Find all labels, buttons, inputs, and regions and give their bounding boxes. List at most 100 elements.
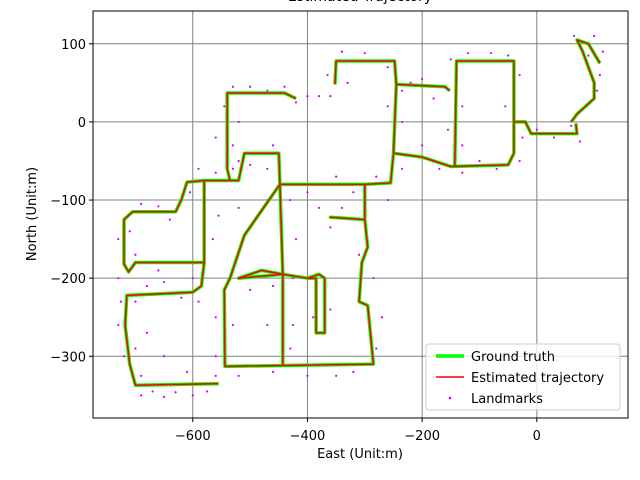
landmark-point: [206, 390, 209, 393]
landmark-point: [231, 323, 235, 327]
landmark-point: [461, 144, 464, 147]
landmark-point: [335, 374, 338, 377]
landmark-point: [266, 89, 269, 92]
landmark-point: [352, 370, 355, 374]
landmark-point: [214, 316, 217, 319]
landmark-point: [598, 73, 602, 77]
landmark-point: [191, 277, 194, 280]
landmark-point: [375, 175, 378, 178]
landmark-point: [191, 394, 194, 397]
landmark-point: [340, 50, 343, 53]
landmark-point: [572, 34, 576, 38]
landmark-point: [249, 288, 252, 291]
landmark-point: [504, 105, 507, 108]
landmark-point: [386, 198, 389, 202]
landmark-point: [157, 269, 160, 272]
landmark-point: [587, 54, 590, 57]
landmark-point: [117, 238, 120, 241]
landmark-point: [518, 159, 521, 163]
landmark-point: [289, 198, 292, 202]
landmark-point: [185, 370, 189, 374]
legend-label: Ground truth: [471, 350, 555, 365]
landmark-point: [449, 58, 452, 61]
landmark-point: [294, 101, 298, 104]
landmark-point: [231, 144, 235, 147]
x-axis-label: East (Unit:m): [317, 447, 403, 462]
landmark-point: [317, 95, 321, 98]
landmark-point: [214, 171, 217, 174]
legend-box: [425, 343, 621, 411]
landmark-point: [461, 171, 464, 174]
x-tick-label: −200: [404, 429, 440, 444]
landmark-point: [214, 355, 217, 358]
landmark-point: [489, 52, 493, 55]
landmark-point: [163, 395, 166, 399]
landmark-point: [518, 73, 521, 77]
landmark-point: [292, 323, 295, 327]
landmark-point: [140, 374, 143, 377]
landmark-point: [601, 50, 604, 53]
landmark-point: [461, 105, 464, 108]
legend-marker: [448, 396, 452, 400]
landmark-point: [140, 394, 143, 397]
landmark-point: [306, 374, 309, 377]
landmark-point: [117, 277, 120, 280]
landmark-point: [326, 73, 329, 77]
landmark-point: [237, 159, 240, 163]
legend: Ground truth Estimated trajectory Landmark…: [425, 343, 621, 411]
landmark-point: [495, 167, 498, 170]
landmark-point: [271, 284, 275, 288]
landmark-point: [214, 136, 217, 139]
axes-frame: [92, 10, 629, 419]
landmark-point: [380, 316, 384, 319]
landmark-point: [122, 355, 126, 358]
landmark-point: [400, 167, 404, 170]
landmark-point: [249, 85, 252, 88]
landmark-point: [346, 81, 349, 84]
landmark-point: [151, 390, 154, 393]
landmark-point: [357, 253, 361, 256]
chart-title: Estimated Trajectory: [288, 0, 432, 5]
landmark-point: [249, 163, 252, 166]
landmark-point: [157, 205, 160, 208]
y-tick-label: 0: [78, 116, 86, 131]
landmark-point: [578, 140, 581, 143]
landmark-point: [593, 34, 596, 38]
x-tick-label: −600: [175, 429, 211, 444]
landmark-point: [466, 52, 470, 55]
landmark-point: [400, 89, 404, 92]
landmark-point: [237, 120, 240, 124]
landmark-point: [266, 167, 269, 170]
landmark-point: [237, 374, 240, 377]
landmark-point: [174, 391, 177, 394]
landmark-point: [386, 66, 389, 69]
landmark-point: [223, 105, 226, 108]
landmark-point: [237, 206, 240, 209]
landmark-point: [306, 191, 309, 194]
landmark-point: [283, 85, 286, 88]
landmark-point: [117, 323, 120, 327]
landmark-point: [329, 308, 332, 311]
legend-label: Landmarks: [471, 392, 543, 407]
landmark-point: [217, 214, 220, 217]
landmark-point: [595, 89, 599, 92]
landmark-point: [329, 95, 332, 98]
landmark-point: [163, 355, 166, 358]
landmark-point: [446, 128, 450, 131]
landmark-point: [289, 347, 292, 350]
landmark-point: [168, 218, 171, 221]
landmark-point: [266, 323, 269, 327]
y-tick-label: 100: [61, 38, 86, 53]
landmark-point: [188, 191, 192, 194]
landmark-point: [294, 238, 298, 241]
landmark-point: [312, 316, 315, 319]
landmark-point: [372, 277, 375, 280]
landmark-point: [363, 52, 366, 55]
plot-area: [117, 34, 604, 399]
landmark-point: [570, 124, 573, 127]
landmark-point: [386, 105, 389, 108]
legend-label: Estimated trajectory: [471, 371, 604, 386]
landmark-point: [271, 144, 275, 147]
landmark-point: [535, 128, 538, 131]
